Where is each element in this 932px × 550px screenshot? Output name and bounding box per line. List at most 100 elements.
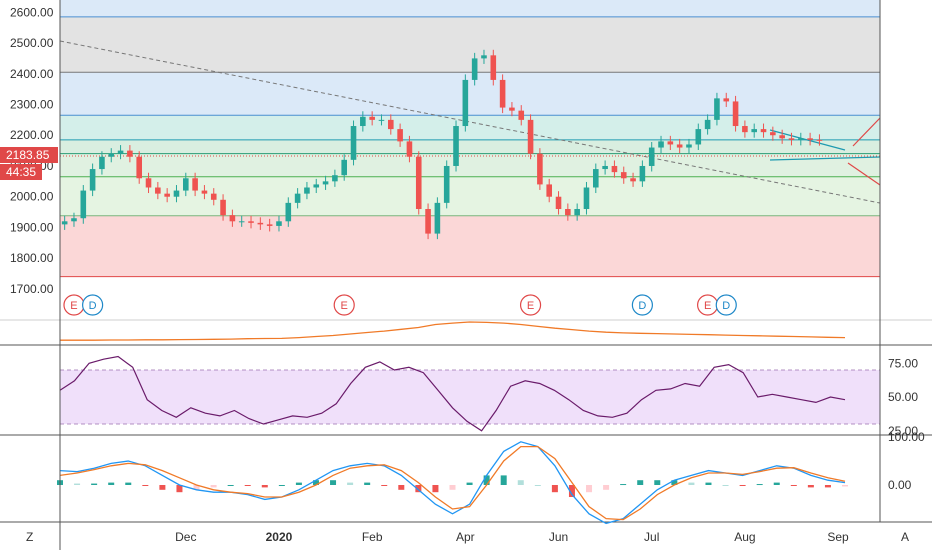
candle-body	[658, 141, 664, 148]
auto-scale-button-label[interactable]: A	[901, 530, 909, 544]
candle-body	[332, 175, 338, 182]
candle-body	[816, 139, 823, 141]
candle-body	[770, 132, 776, 136]
candle-body	[807, 138, 813, 140]
zoom-button-label[interactable]: Z	[26, 530, 33, 544]
time-tick-label: Dec	[175, 530, 196, 544]
candle-body	[546, 184, 552, 197]
macd-hist-bar	[159, 485, 166, 490]
candle-body	[406, 141, 413, 157]
candle-body	[760, 129, 767, 133]
macd-hist-bar	[568, 485, 575, 497]
zoom-button[interactable]: Z	[26, 530, 33, 544]
candle-body	[518, 110, 525, 120]
candle-body	[155, 187, 161, 194]
rsi-band	[60, 370, 880, 424]
countdown-label: 44:35	[6, 165, 36, 179]
candle-body	[574, 209, 580, 216]
macd-hist-bar	[534, 485, 541, 486]
candle-body	[127, 150, 133, 157]
price-tick-label: 2000.00	[10, 190, 54, 204]
candle-body	[360, 116, 366, 127]
macd-hist-bar	[381, 485, 388, 486]
time-tick-label: Apr	[456, 530, 475, 544]
time-tick-label: Sep	[827, 530, 849, 544]
candle-body	[462, 79, 469, 127]
macd-hist-bar	[620, 484, 627, 486]
candle-body	[583, 187, 590, 210]
rsi-tick-label: 75.00	[888, 356, 918, 370]
macd-tick-label: 0.00	[888, 478, 912, 492]
candle-body	[220, 199, 226, 216]
candle-body	[164, 193, 170, 197]
candle-body	[341, 159, 347, 176]
rsi-line	[59, 355, 846, 432]
macd-hist-bar	[415, 485, 422, 493]
candle-body	[481, 55, 487, 59]
rsi-axis: 75.00 50.00 25.00	[888, 356, 918, 438]
candle-body	[602, 165, 608, 170]
macd-hist-bar	[91, 483, 98, 485]
candle-body	[248, 221, 254, 223]
macd-line	[59, 441, 846, 525]
candle-body	[136, 156, 142, 179]
macd-hist-bar	[517, 480, 524, 485]
macd-axis: 100.00 0.00	[888, 430, 925, 492]
current-price-label: 2183.85	[6, 148, 50, 162]
candle-body	[509, 107, 515, 111]
candle-body	[639, 165, 646, 182]
time-tick-label: 2020	[266, 530, 293, 544]
candle-body	[648, 147, 655, 166]
candle-body	[425, 209, 431, 234]
candle-body	[723, 98, 730, 102]
marker-label: E	[704, 300, 711, 312]
macd-tick-label: 100.00	[888, 430, 925, 444]
candle-body	[565, 209, 571, 216]
macd-hist-bar	[398, 485, 405, 490]
candle-body	[695, 129, 702, 145]
marker-label: E	[527, 300, 534, 312]
candle-body	[80, 190, 87, 219]
macd-hist-bar	[842, 485, 848, 487]
rsi-tick-label: 50.00	[888, 390, 918, 404]
candle-body	[229, 215, 236, 222]
candle-body	[294, 193, 301, 203]
volume-line	[60, 321, 846, 341]
candle-body	[676, 144, 683, 148]
macd-hist-bar	[500, 475, 507, 485]
macd-hist-bar	[790, 485, 797, 486]
price-tick-label: 2200.00	[10, 128, 54, 142]
candle-body	[779, 135, 785, 139]
price-tick-label: 1700.00	[10, 282, 54, 296]
macd-hist-bar	[603, 485, 610, 490]
time-tick-label: Jun	[549, 530, 568, 544]
candle-body	[667, 141, 674, 145]
macd-hist-bar	[807, 485, 814, 488]
macd-hist-bar	[295, 482, 302, 485]
candle-body	[434, 202, 441, 234]
macd-hist-bar	[278, 485, 285, 486]
candle-body	[397, 129, 403, 142]
macd-hist-bar	[330, 480, 337, 485]
candle-body	[630, 178, 636, 182]
macd-hist-bar	[586, 485, 593, 493]
price-tick-label: 2500.00	[10, 36, 54, 50]
candle-body	[499, 79, 506, 108]
wedge-lower-line	[769, 156, 881, 161]
candle-body	[453, 126, 459, 166]
red-target-line-up	[852, 117, 881, 147]
candle-body	[620, 172, 627, 179]
candle-body	[388, 119, 394, 130]
macd-hist-bar	[705, 482, 712, 485]
time-axis[interactable]: Dec 2020 Feb Apr Jun Jul Aug Sep	[175, 530, 849, 544]
candle-body	[369, 116, 375, 120]
fib-band	[60, 0, 880, 17]
candle-body	[238, 221, 245, 223]
candle-body	[704, 119, 711, 130]
auto-scale-button[interactable]: A	[901, 530, 909, 544]
candle-body	[266, 224, 273, 226]
macd-hist-bar	[244, 485, 251, 486]
candle-body	[257, 222, 264, 225]
